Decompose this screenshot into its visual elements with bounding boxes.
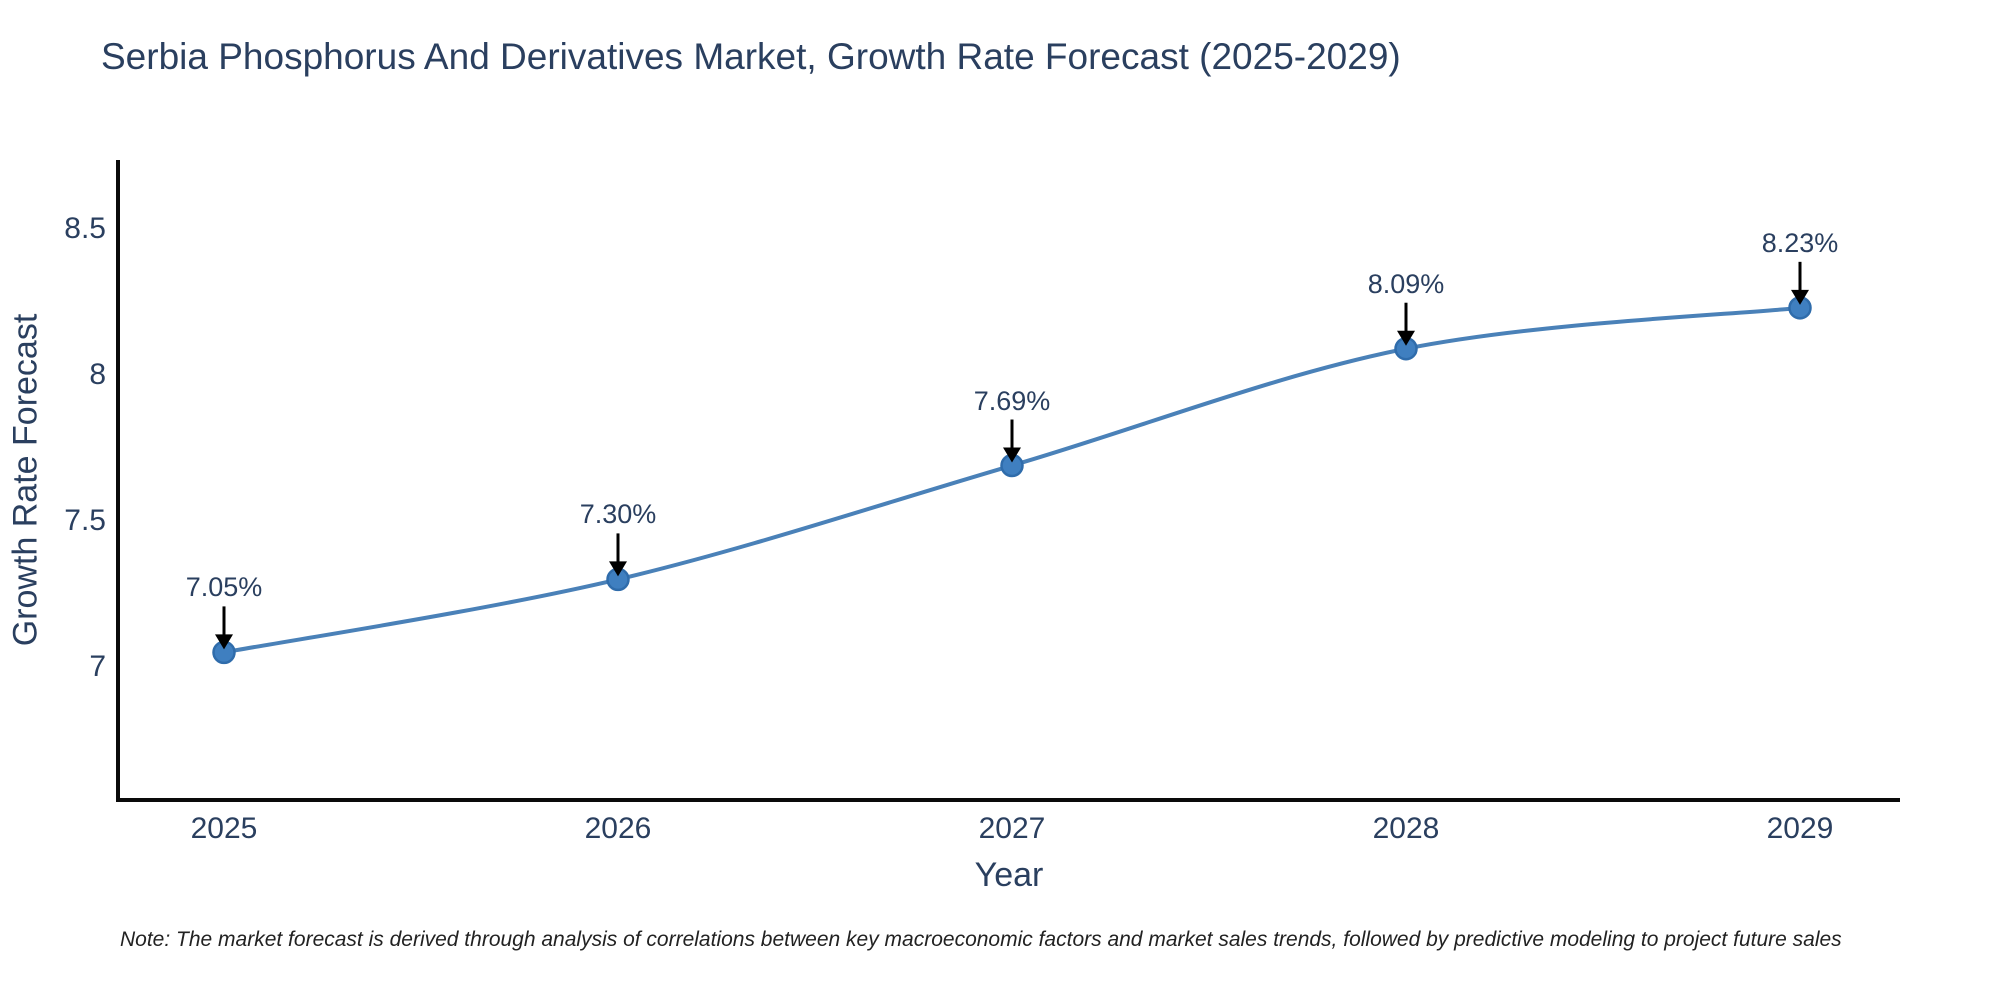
y-tick-label: 8 <box>89 358 106 391</box>
y-tick-label: 8.5 <box>64 212 106 245</box>
annotation-arrowhead-icon <box>1397 330 1415 346</box>
annotation-arrowhead-icon <box>1791 289 1809 305</box>
x-tick-label: 2028 <box>1372 812 1440 845</box>
x-tick-label: 2029 <box>1766 812 1834 845</box>
x-tick-label: 2026 <box>584 812 652 845</box>
x-tick-label: 2027 <box>978 812 1046 845</box>
annotation-arrowhead-icon <box>1003 447 1021 463</box>
data-point-label: 8.23% <box>1761 227 1839 258</box>
data-point-label: 7.30% <box>579 499 657 530</box>
annotation-arrowhead-icon <box>609 561 627 577</box>
data-point-label: 7.69% <box>973 385 1051 416</box>
trend-line <box>223 305 1801 655</box>
x-tick-label: 2025 <box>190 812 258 845</box>
chart-title: Serbia Phosphorus And Derivatives Market… <box>101 36 1401 77</box>
y-tick-label: 7.5 <box>64 504 106 537</box>
data-point-label: 7.05% <box>185 572 263 603</box>
annotation-arrowhead-icon <box>215 634 233 650</box>
x-axis-title: Year <box>974 856 1044 894</box>
data-point-label: 8.09% <box>1367 268 1445 299</box>
y-tick-label: 7 <box>89 650 106 683</box>
footnote: Note: The market forecast is derived thr… <box>120 928 1842 951</box>
